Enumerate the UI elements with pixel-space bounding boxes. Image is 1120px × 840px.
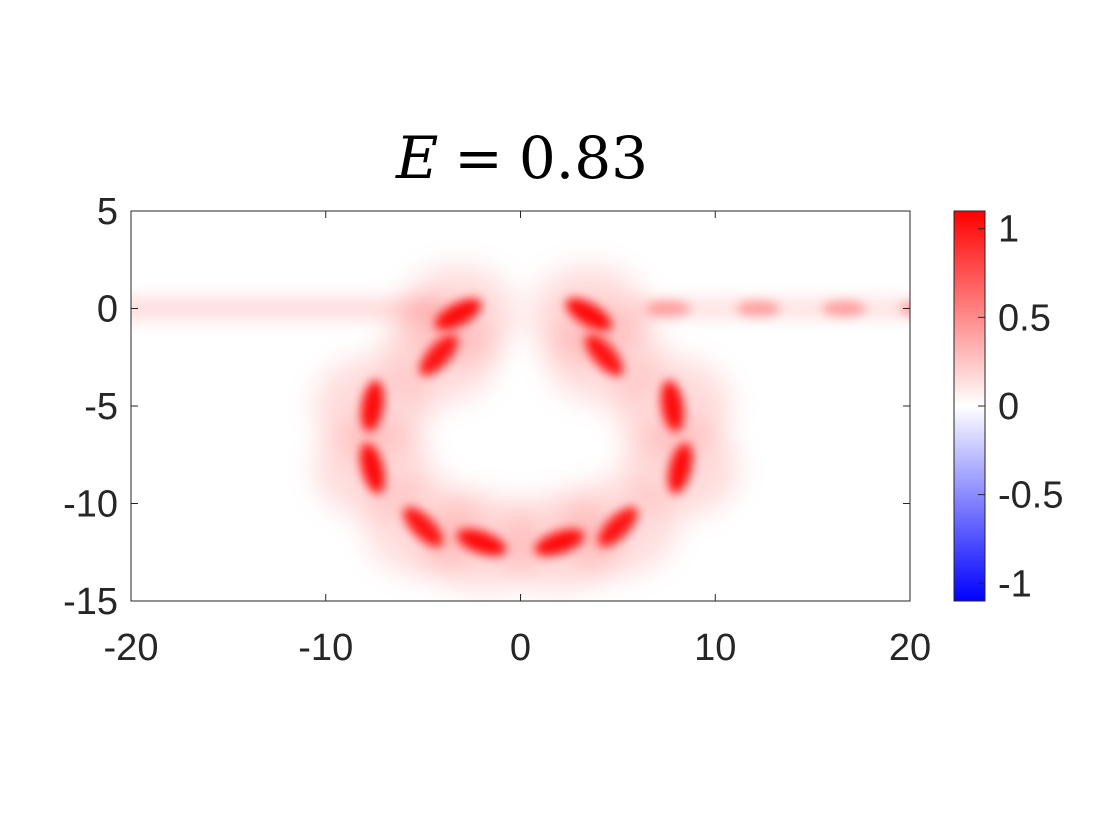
- colorbar-tick-label: -1: [998, 563, 1032, 605]
- field-hotspot: [534, 529, 585, 556]
- colorbar-tick-label: 0.5: [998, 297, 1051, 339]
- field-hotspot: [597, 506, 638, 547]
- colorbar-ticks: 1 0.5 0 -0.5 -1: [978, 209, 1063, 605]
- y-tick-label: -10: [63, 484, 118, 526]
- y-axis: 5 0 -5 -10 -15: [63, 191, 910, 623]
- field-hotspot: [419, 334, 458, 376]
- field-halo-layer: [314, 266, 739, 591]
- colorbar-tick-label: 0: [998, 386, 1019, 428]
- waveguide-input: [131, 298, 443, 319]
- field-hotspot: [434, 298, 482, 331]
- colorbar-tick-label: 1: [998, 209, 1019, 251]
- colorbar-tick-label: -0.5: [998, 475, 1063, 517]
- field-core-layer: [359, 298, 693, 556]
- x-tick-label: -10: [298, 627, 353, 669]
- field-hotspot: [403, 506, 444, 547]
- x-axis: -20 -10 0 10 20: [104, 211, 931, 669]
- heatmap-area: [131, 211, 910, 601]
- field-hotspot: [456, 529, 507, 556]
- field-hotspot: [360, 380, 385, 432]
- colorbar: 1 0.5 0 -0.5 -1: [953, 209, 1063, 605]
- y-tick-label: -15: [63, 581, 118, 623]
- field-hotspot: [585, 334, 624, 377]
- y-tick-label: 0: [97, 289, 118, 331]
- x-tick-label: 0: [510, 627, 531, 669]
- field-hotspot: [565, 298, 612, 331]
- y-tick-label: 5: [97, 191, 118, 233]
- field-hotspot: [667, 443, 693, 494]
- waveguide-layer: [131, 298, 910, 319]
- field-hotspot: [660, 380, 684, 432]
- waveguide-peak: [821, 300, 866, 317]
- y-tick-label: -5: [84, 386, 118, 428]
- waveguide-peak: [736, 300, 781, 317]
- waveguide-peak: [646, 300, 691, 317]
- chart-title: E = 0.83: [395, 124, 648, 192]
- x-tick-label: 10: [694, 627, 736, 669]
- x-tick-label: -20: [104, 627, 159, 669]
- x-tick-label: 20: [889, 627, 931, 669]
- field-hotspot: [359, 443, 386, 494]
